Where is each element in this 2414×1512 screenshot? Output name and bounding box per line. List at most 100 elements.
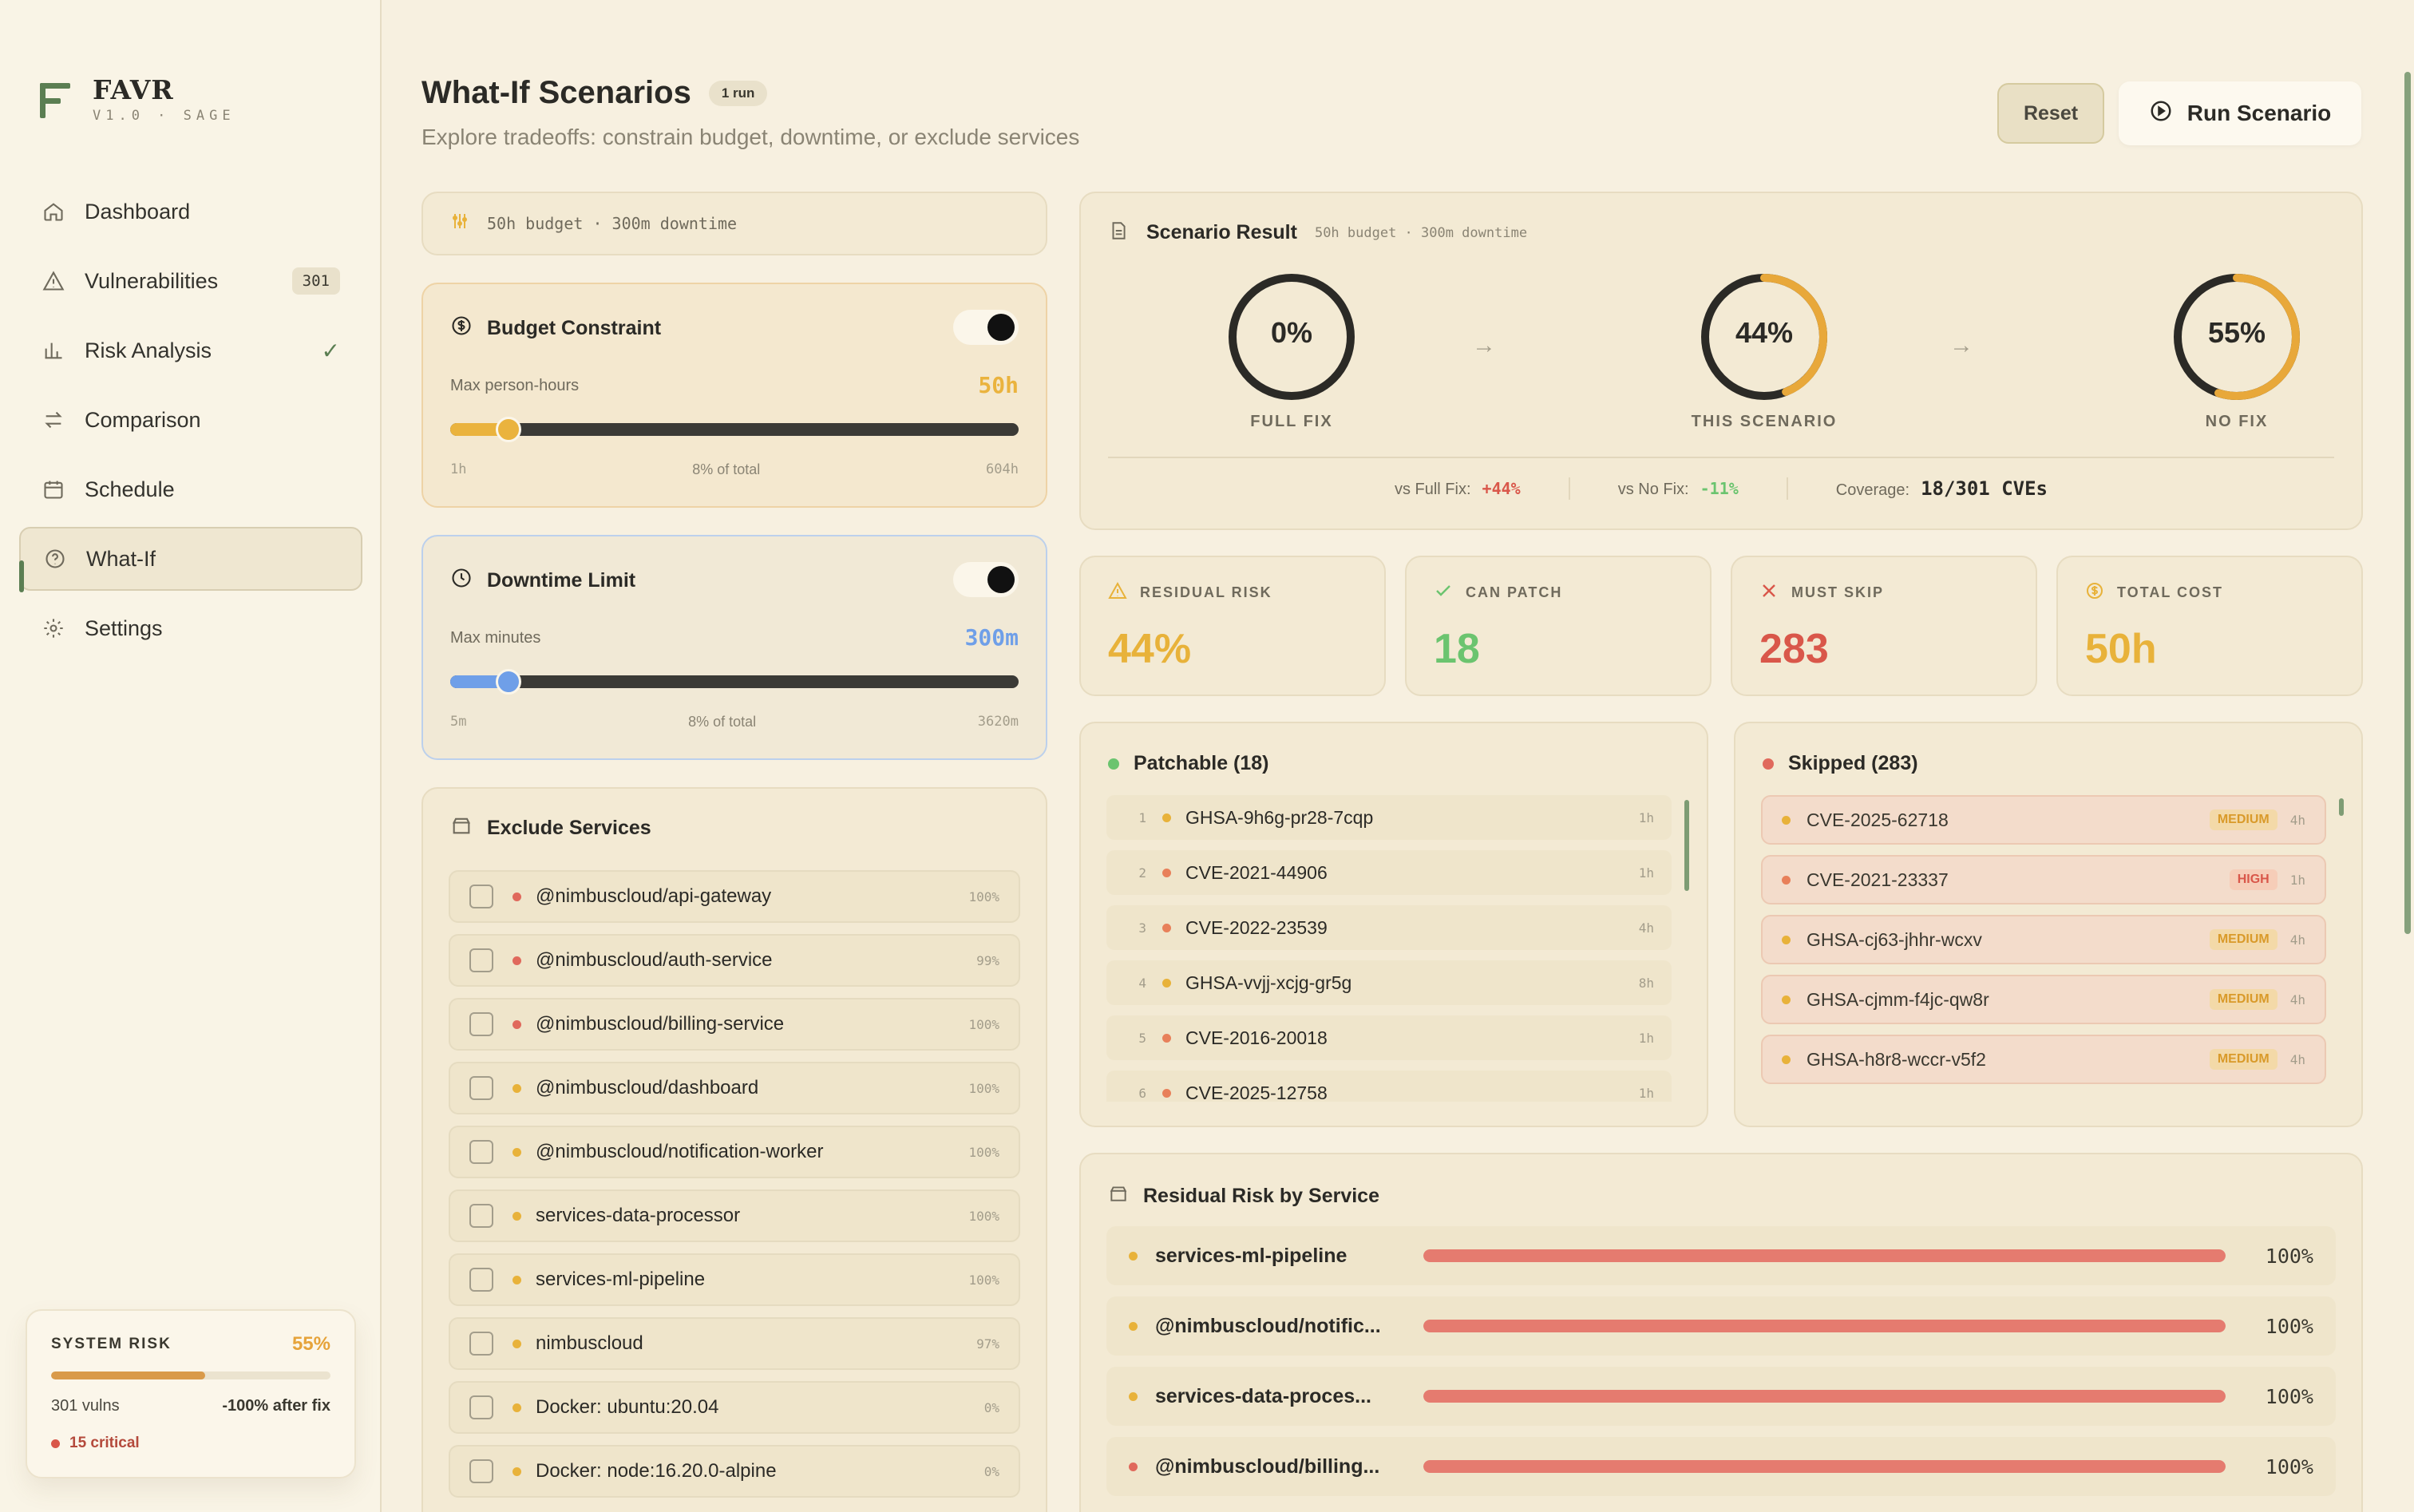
full-fix-caption: FULL FIX [1250, 413, 1333, 430]
exclude-services-title: Exclude Services [450, 814, 651, 842]
service-row[interactable]: nimbuscloud 97% [449, 1317, 1020, 1370]
service-checkbox[interactable] [469, 1204, 493, 1228]
skipped-list: CVE-2025-62718 MEDIUM 4h CVE-2021-23337 HIGH… [1761, 795, 2326, 1102]
service-risk-row[interactable]: @nimbuscloud/notific... 100% [1106, 1296, 2336, 1356]
page-scrollbar[interactable] [2404, 72, 2411, 934]
patchable-row[interactable]: 6 CVE-2025-12758 1h [1106, 1071, 1672, 1102]
patchable-row[interactable]: 3 CVE-2022-23539 4h [1106, 905, 1672, 950]
service-row[interactable]: @nimbuscloud/dashboard 100% [449, 1062, 1020, 1114]
sidebar-item-dashboard[interactable]: Dashboard [19, 180, 362, 243]
patchable-header: Patchable (18) [1108, 752, 1269, 775]
run-count-badge: 1 run [708, 80, 768, 106]
vuln-id: CVE-2021-44906 [1185, 861, 1328, 883]
scenario-result-card: Scenario Result 50h budget · 300m downti… [1079, 192, 2363, 530]
sidebar-item-settings[interactable]: Settings [19, 596, 362, 660]
scenario-result-subtitle: 50h budget · 300m downtime [1314, 224, 1528, 241]
skipped-row[interactable]: CVE-2025-62718 MEDIUM 4h [1761, 795, 2326, 845]
service-checkbox[interactable] [469, 1012, 493, 1036]
service-risk-bar [1423, 1390, 2226, 1403]
service-checkbox[interactable] [469, 1268, 493, 1292]
sidebar-item-schedule[interactable]: Schedule [19, 457, 362, 521]
x-icon [1759, 581, 1779, 604]
service-row[interactable]: @nimbuscloud/auth-service 99% [449, 934, 1020, 987]
critical-dot [51, 1439, 60, 1448]
downtime-slider[interactable] [450, 669, 1019, 695]
skipped-row[interactable]: GHSA-cj63-jhhr-wcxv MEDIUM 4h [1761, 915, 2326, 964]
service-risk-row[interactable]: services-data-proces... 100% [1106, 1367, 2336, 1426]
service-severity-dot [512, 892, 521, 901]
page-title: What-If Scenarios 1 run [421, 75, 768, 111]
service-row[interactable]: @nimbuscloud/billing-service 100% [449, 998, 1020, 1051]
service-severity-dot [512, 956, 521, 965]
service-checkbox[interactable] [469, 885, 493, 908]
skipped-card: Skipped (283) CVE-2025-62718 MEDIUM 4h CVE-… [1734, 722, 2363, 1127]
vs-full-fix-value: +44% [1482, 478, 1521, 498]
patch-hours: 4h [2289, 1051, 2305, 1067]
downtime-limit-toggle[interactable] [953, 562, 1019, 597]
service-row[interactable]: @nimbuscloud/notification-worker 100% [449, 1126, 1020, 1178]
skipped-row[interactable]: GHSA-h8r8-wccr-v5f2 MEDIUM 4h [1761, 1035, 2326, 1084]
this-scenario-gauge-ring [1701, 274, 1827, 400]
skipped-row[interactable]: CVE-2021-23337 HIGH 1h [1761, 855, 2326, 904]
gear-icon [42, 616, 65, 640]
patch-hours: 1h [1638, 1030, 1654, 1046]
patch-order: 5 [1138, 1030, 1146, 1046]
vs-no-fix: vs No Fix: -11% [1618, 479, 1739, 499]
patchable-row[interactable]: 1 GHSA-9h6g-pr28-7cqp 1h [1106, 795, 1672, 840]
service-checkbox[interactable] [469, 1140, 493, 1164]
no-fix-gauge-ring [2174, 274, 2300, 400]
service-checkbox[interactable] [469, 1459, 493, 1483]
vuln-id: GHSA-cj63-jhhr-wcxv [1807, 928, 1982, 950]
severity-badge: HIGH [2229, 869, 2277, 890]
service-row[interactable]: services-ml-pipeline 100% [449, 1253, 1020, 1306]
service-risk-percent: 100% [968, 1016, 999, 1032]
sidebar-item-comparison[interactable]: Comparison [19, 388, 362, 452]
service-checkbox[interactable] [469, 948, 493, 972]
patchable-row[interactable]: 5 CVE-2016-20018 1h [1106, 1015, 1672, 1060]
service-risk-percent: 100% [968, 1080, 999, 1096]
service-row[interactable]: Docker: ubuntu:20.04 0% [449, 1381, 1020, 1434]
patch-hours: 4h [2289, 812, 2305, 828]
downtime-slider-thumb[interactable] [496, 669, 522, 695]
run-scenario-button[interactable]: Run Scenario [2119, 81, 2361, 145]
patchable-scrollbar[interactable] [1684, 800, 1689, 891]
service-checkbox[interactable] [469, 1395, 493, 1419]
service-risk-percent: 100% [968, 1272, 999, 1288]
service-row[interactable]: Docker: node:16.20.0-alpine 0% [449, 1445, 1020, 1498]
severity-dot [1162, 978, 1171, 988]
brand-logo[interactable]: FAVR V1.0 · SAGE [40, 77, 235, 124]
sidebar-item-vulnerabilities[interactable]: Vulnerabilities 301 [19, 249, 362, 313]
budget-constraint-toggle[interactable] [953, 310, 1019, 345]
budget-slider-thumb[interactable] [496, 417, 522, 442]
budget-slider[interactable] [450, 417, 1019, 442]
sidebar-item-risk-analysis[interactable]: Risk Analysis ✓ [19, 319, 362, 382]
vulnerabilities-count-badge: 301 [291, 267, 340, 295]
skipped-scrollbar[interactable] [2339, 798, 2344, 816]
service-risk-row[interactable]: @nimbuscloud/billing... 100% [1106, 1437, 2336, 1496]
budget-constraint-title: Budget Constraint [450, 315, 661, 342]
service-row[interactable]: @nimbuscloud/api-gateway 100% [449, 870, 1020, 923]
sidebar: FAVR V1.0 · SAGE Dashboard Vulnerabiliti… [0, 0, 382, 1512]
sidebar-item-what-if[interactable]: What-If [19, 527, 362, 592]
service-row[interactable]: services-data-processor 100% [449, 1189, 1020, 1242]
service-risk-row[interactable]: services-ml-pipeline 100% [1106, 1226, 2336, 1285]
service-name: services-ml-pipeline [1155, 1244, 1347, 1267]
favr-logo-icon [40, 82, 70, 118]
can-patch-metric: CAN PATCH 18 [1405, 556, 1712, 696]
max-minutes-label: Max minutes [450, 629, 541, 647]
no-fix-value: 55% [2207, 316, 2266, 349]
reset-button[interactable]: Reset [1997, 83, 2104, 144]
patchable-row[interactable]: 4 GHSA-vvjj-xcjg-gr5g 8h [1106, 960, 1672, 1005]
service-name: Docker: node:16.20.0-alpine [536, 1460, 777, 1482]
skipped-title: Skipped (283) [1788, 752, 1918, 774]
service-checkbox[interactable] [469, 1332, 493, 1356]
patchable-row[interactable]: 2 CVE-2021-44906 1h [1106, 850, 1672, 895]
service-risk-percent: 100% [2265, 1314, 2313, 1338]
service-risk-percent: 100% [2265, 1455, 2313, 1478]
residual-risk-value: 44% [1108, 626, 1192, 672]
downtime-slider-fill [450, 675, 509, 688]
skipped-row[interactable]: GHSA-cjmm-f4jc-qw8r MEDIUM 4h [1761, 975, 2326, 1024]
budget-slider-ticks: 1h 8% of total 604h [450, 461, 1019, 478]
budget-value: 50h [978, 372, 1019, 398]
service-checkbox[interactable] [469, 1076, 493, 1100]
